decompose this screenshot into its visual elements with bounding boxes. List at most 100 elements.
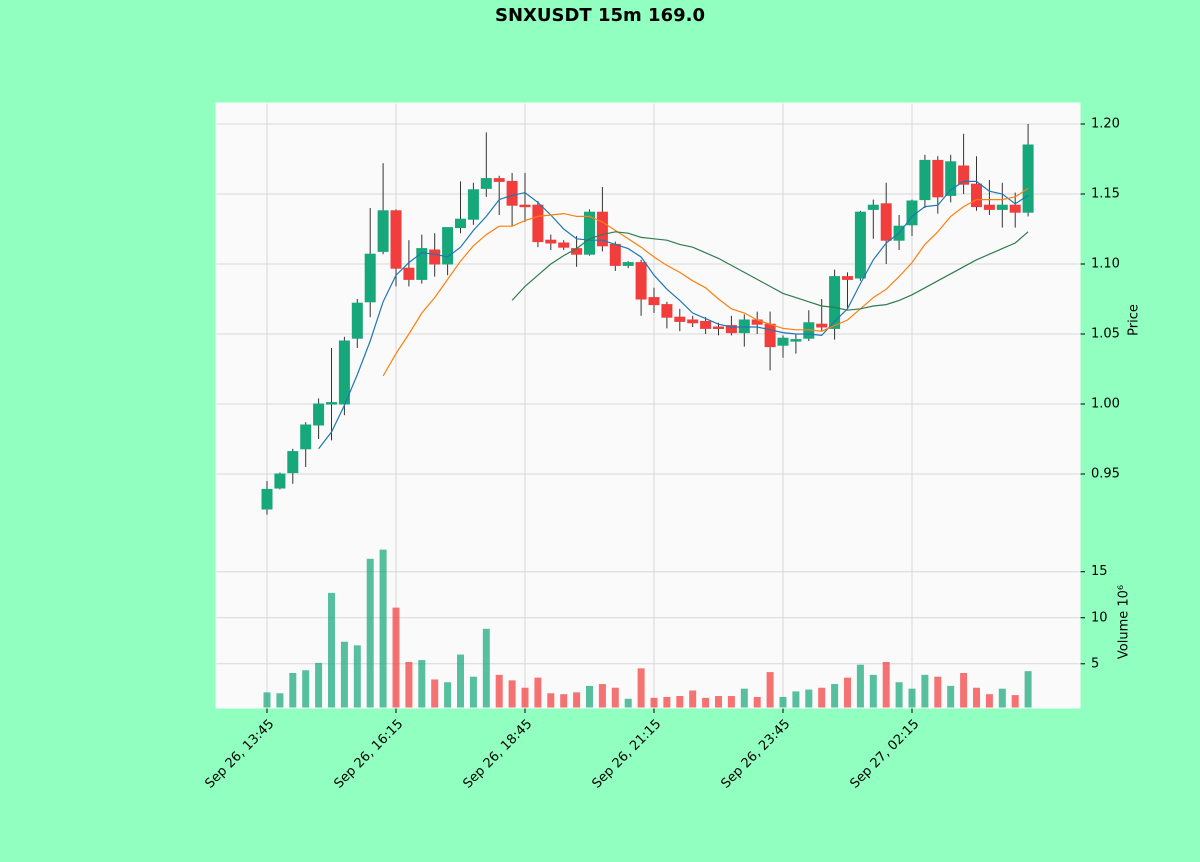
candle-body	[777, 337, 789, 346]
candle-body	[455, 218, 466, 229]
volume-bar	[392, 607, 400, 708]
volume-bar	[779, 696, 787, 708]
x-tick-label: Sep 27, 02:15	[847, 717, 922, 792]
candle-body	[313, 403, 325, 426]
volume-bar	[624, 698, 632, 708]
candle-body	[326, 402, 337, 405]
volume-tick-label: 10	[1091, 610, 1108, 625]
candle-body	[725, 325, 737, 334]
x-tick-label: Sep 26, 23:45	[718, 717, 793, 792]
candle-body	[635, 262, 647, 300]
x-tick-label: Sep 26, 16:15	[331, 717, 406, 792]
candle-body	[790, 339, 802, 342]
candle-body	[300, 424, 312, 450]
candle-body	[983, 204, 995, 210]
volume-bar	[573, 692, 581, 708]
candle-body	[377, 210, 389, 252]
volume-bar	[740, 688, 748, 708]
volume-bar	[469, 676, 477, 708]
candle-body	[945, 161, 957, 196]
candle-body	[532, 204, 544, 243]
volume-bar	[960, 673, 968, 708]
candle-body	[545, 239, 557, 244]
volume-bar	[276, 693, 284, 708]
volume-bar	[650, 697, 658, 708]
volume-bar	[534, 677, 542, 708]
volume-bar	[831, 684, 839, 708]
volume-tick-label: 5	[1091, 656, 1099, 671]
candle-body	[854, 211, 866, 279]
volume-bar	[457, 654, 464, 708]
candle-body	[571, 248, 583, 255]
candle-body	[674, 316, 686, 322]
candle-body	[919, 159, 931, 201]
candle-body	[842, 276, 853, 280]
volume-bar	[379, 549, 387, 708]
candle-body	[971, 183, 982, 208]
candle-body	[829, 276, 841, 329]
volume-bar	[856, 664, 864, 708]
candle-body	[596, 211, 608, 247]
volume-bar	[1011, 695, 1019, 708]
candle-body	[1022, 144, 1034, 213]
candle-body	[261, 488, 273, 510]
volume-bar	[676, 696, 684, 708]
ma-line	[318, 180, 1029, 450]
volume-bar	[715, 696, 722, 708]
volume-bar	[521, 687, 529, 708]
y-tick-label: 1.00	[1091, 397, 1120, 412]
volume-bar	[1024, 671, 1032, 708]
candle-body	[467, 189, 479, 220]
volume-bar	[947, 685, 955, 708]
volume-bar	[366, 558, 374, 708]
volume-bar	[895, 682, 903, 708]
candle-body	[519, 204, 531, 208]
volume-bar	[328, 592, 335, 708]
plot-frame	[215, 102, 1081, 709]
y-tick-label: 1.15	[1091, 187, 1120, 202]
volume-bar	[405, 661, 413, 708]
candle-body	[429, 249, 441, 265]
volume-bar	[508, 680, 516, 708]
x-tick-label: Sep 26, 21:15	[589, 717, 664, 792]
candle-body	[287, 451, 299, 474]
candle-body	[338, 340, 350, 405]
candle-body	[764, 323, 776, 348]
candle-body	[648, 297, 660, 306]
y-tick-label: 0.95	[1091, 467, 1120, 482]
y-tick-label: 1.10	[1091, 257, 1120, 272]
volume-bar	[495, 674, 503, 708]
candle-body	[1009, 204, 1021, 213]
candle-body	[932, 159, 944, 198]
candle-body	[687, 319, 699, 324]
plot-area	[216, 103, 1080, 708]
candle-body	[661, 304, 673, 318]
candle-body	[584, 211, 595, 255]
y-axis-label: Price	[1127, 304, 1142, 336]
volume-bar	[289, 673, 297, 708]
candle-body	[880, 203, 892, 241]
volume-bar	[547, 693, 555, 708]
volume-tick-label: 15	[1091, 564, 1108, 579]
x-tick-label: Sep 26, 18:45	[460, 717, 535, 792]
candle-body	[558, 242, 570, 248]
ma-line	[511, 231, 1029, 311]
volume-bar	[869, 674, 877, 708]
candle-body	[480, 178, 492, 189]
volume-bar	[973, 687, 980, 708]
volume-bar	[702, 697, 710, 708]
candle-body	[364, 253, 376, 303]
candle-body	[958, 165, 970, 185]
chart-title: SNXUSDT 15m 169.0	[495, 5, 705, 26]
y-tick-label: 1.05	[1091, 327, 1120, 342]
volume-bar	[302, 670, 310, 708]
candle-body	[493, 178, 505, 182]
volume-bar	[998, 688, 1006, 708]
candle-body	[609, 243, 621, 266]
volume-bar	[353, 645, 361, 708]
volume-bar	[689, 690, 697, 708]
volume-bar	[598, 684, 606, 708]
volume-bar	[985, 694, 993, 708]
candle-body	[351, 302, 363, 339]
